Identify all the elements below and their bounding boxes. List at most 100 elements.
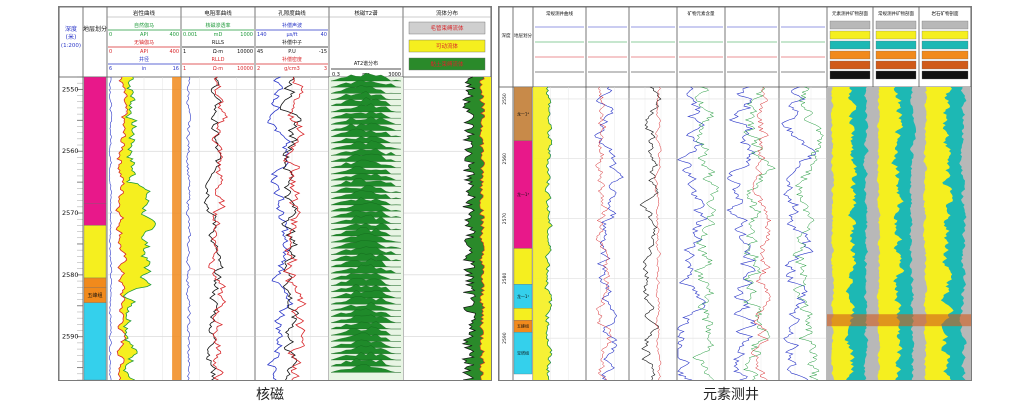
mineral-legend-swatch — [829, 30, 871, 40]
t2-spectrum — [330, 296, 401, 305]
fluid-legend-swatch — [408, 57, 486, 71]
t2-spectrum — [330, 326, 401, 336]
strat-zone — [83, 277, 107, 288]
gamma-fill — [115, 77, 156, 380]
mineral-legend-swatch — [875, 50, 917, 60]
strat-zone-label: 龙一1⁴ — [517, 110, 530, 116]
track-title: 孔隙度曲线 — [278, 9, 306, 17]
movable-fluid-area — [479, 77, 491, 380]
curve-max: 400 — [169, 49, 179, 55]
depth-tick-label: 2570 — [502, 213, 508, 225]
depth-tick-label: 2550 — [502, 93, 508, 105]
t2-spectrum — [330, 358, 401, 367]
mineral-legend-swatch — [829, 20, 871, 30]
t2-spectrum — [330, 321, 401, 330]
nmr-log-panel: 深度 (米) (1:200) 地层划分 岩性曲线 电阻率曲线 孔隙度曲线 核磁T2谱 流体分布自… — [58, 6, 492, 381]
t2-spectrum — [330, 103, 401, 113]
gamma-curve — [544, 86, 553, 380]
strat-zone — [513, 308, 533, 321]
caliper-fill — [172, 77, 181, 380]
curve-min: 6 — [109, 66, 112, 72]
t2-spectrum — [330, 202, 402, 212]
track-title: 元素测井矿物剖面 — [832, 10, 868, 17]
t2-spectrum — [330, 159, 401, 168]
depth-tick-label: 2590 — [62, 333, 79, 341]
fluid-legend-swatch — [408, 39, 486, 53]
mineral-layer-pyrite — [919, 314, 971, 327]
t2-spectrum — [330, 240, 402, 249]
t2-spectrum — [330, 278, 401, 286]
clay-bound-fluid-area — [462, 77, 485, 380]
track-title: 矿物元素含量 — [688, 10, 715, 17]
t2-spectrum — [330, 345, 401, 354]
fluid-boundary-curve — [479, 76, 486, 380]
nmr-log-chart: 深度(米) (1:200) 地层划分 岩性曲线 电阻率曲线 孔隙度曲线 核磁T2谱 流体分布自… — [59, 7, 491, 380]
t2-spectrum — [330, 140, 402, 150]
t2-spectrum — [330, 246, 402, 255]
natural-gamma-curve — [122, 76, 156, 380]
mineral-legend-swatch — [829, 50, 871, 60]
caption-nmr: 核磁 — [256, 387, 284, 403]
strat-zone — [83, 302, 107, 380]
mineral-legend-swatch — [921, 50, 969, 60]
curve-name: 自然伽马 — [134, 22, 154, 29]
curve-name: RLLS — [212, 40, 224, 46]
curve-max: -15 — [319, 49, 327, 55]
curve-unit: Ω·m — [213, 66, 223, 72]
t2-spectrum — [330, 214, 401, 224]
fluid-legend-label: 毛管束缚流体 — [430, 24, 464, 32]
curve-unit: μs/ft — [286, 32, 297, 38]
t2-spectrum — [330, 301, 401, 311]
mineral-layer-feldspar — [873, 87, 905, 380]
fluid-legend-label: 黏土束缚流体 — [430, 60, 464, 68]
curve-min: 140 — [257, 32, 267, 38]
curve-min: 0 — [109, 49, 112, 55]
element-curve — [726, 86, 757, 380]
mineral-layer-carbonate — [919, 87, 928, 380]
curve-name: 核磁渗透率 — [205, 22, 230, 29]
element-log-panel: 深度 地层划分 常规测井曲线 矿物元素含量 元素测井矿物剖面 常规测井矿物剖面 岩石矿物剖面… — [498, 6, 972, 381]
strat-zone — [83, 225, 107, 279]
t2-spectrum — [330, 314, 401, 323]
track-title: 常规测井矿物剖面 — [878, 10, 914, 17]
mineral-legend-swatch — [921, 40, 969, 50]
strat-zone — [513, 248, 533, 285]
curve-min: 0.001 — [183, 32, 197, 38]
curve-max: 10000 — [237, 49, 253, 55]
t2-spectrum — [330, 122, 401, 131]
curve-unit: g/cm3 — [284, 66, 300, 72]
neutron-curve — [279, 76, 302, 380]
strat-zone — [83, 76, 107, 204]
t2-spectrum — [330, 252, 402, 261]
t2-spectrum — [330, 197, 402, 206]
curve-name: 补偿声波 — [282, 22, 302, 29]
strat-zone — [83, 203, 107, 226]
t2-spectrum — [330, 91, 401, 100]
track-title: 岩性曲线 — [133, 9, 156, 17]
track-title: 常规测井曲线 — [546, 10, 573, 17]
mineral-layer-carbonate — [873, 87, 881, 380]
element-log-chart: 深度 地层划分 常规测井曲线 矿物元素含量 元素测井矿物剖面 常规测井矿物剖面 岩石矿物剖面… — [499, 7, 971, 380]
mineral-layer-feldspar — [827, 87, 857, 380]
fluid-legend-swatch — [408, 21, 486, 35]
mineral-legend-swatch — [829, 70, 871, 80]
curve-min: 45 — [257, 49, 263, 55]
strat-zone-label: 五峰组 — [87, 292, 102, 299]
mineral-layer-pyrite — [873, 314, 919, 327]
curve-name: 补偿密度 — [282, 56, 302, 63]
t2-spectrum — [330, 258, 401, 268]
rlls-curve — [203, 76, 224, 380]
track-title: 核磁T2谱 — [354, 9, 378, 17]
curve-unit: API — [140, 32, 148, 38]
strat-zone-label: 龙一1³ — [517, 191, 530, 197]
t2-spectrum — [330, 110, 401, 119]
t2-spectrum — [330, 364, 401, 373]
t2-spectrum — [330, 339, 401, 348]
depth-tick-label: 2560 — [502, 153, 508, 165]
t2-spectrum — [330, 351, 401, 361]
depth-tick-label: 2550 — [62, 85, 79, 93]
t2-spectrum — [330, 153, 401, 162]
depth-tick-label: 2580 — [62, 271, 79, 279]
t2-spectrum — [330, 222, 402, 230]
strat-label: 地层划分 — [83, 25, 107, 33]
